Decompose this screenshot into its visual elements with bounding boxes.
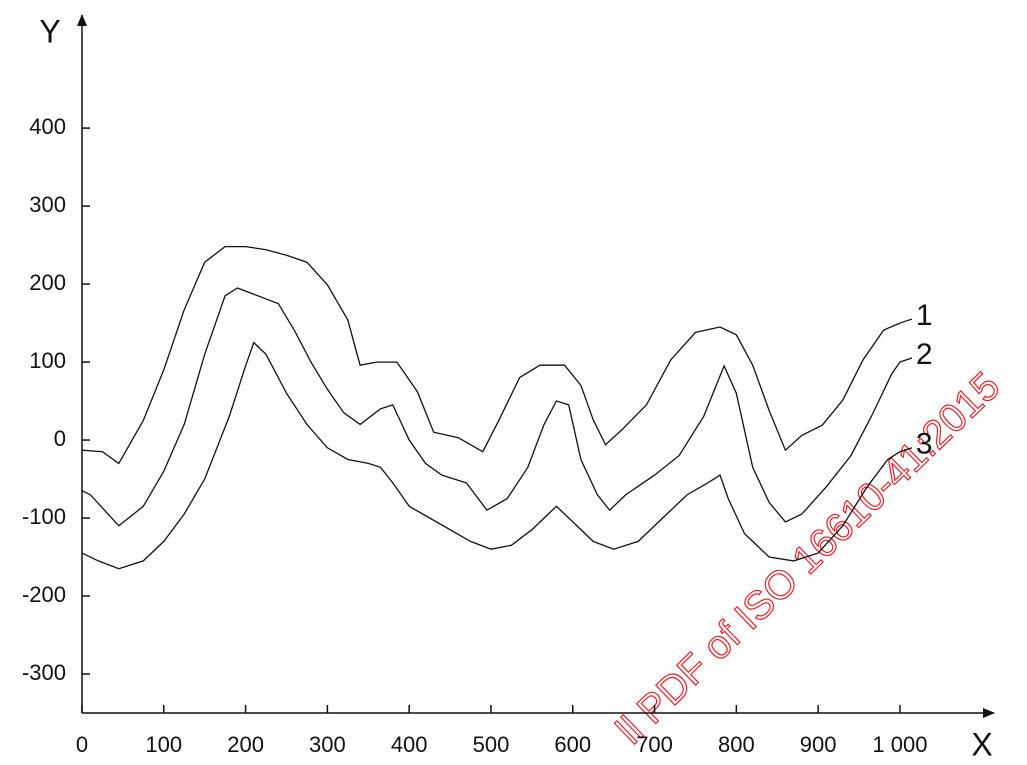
profile-line (81, 287, 901, 527)
y-tick-label: 200 (29, 270, 66, 295)
label-leader (899, 357, 913, 363)
series-label: 1 (916, 299, 933, 332)
label-leader (899, 318, 913, 324)
watermark: ll PDF of ISO 16610-41:2015 (608, 364, 1008, 752)
label-leader (899, 447, 913, 453)
x-tick-label: 200 (227, 732, 264, 757)
y-tick-label: 0 (54, 426, 66, 451)
profile-line (81, 245, 901, 465)
x-tick-label: 500 (473, 732, 510, 757)
y-tick-label: 100 (29, 348, 66, 373)
y-tick-label: 300 (29, 192, 66, 217)
profile-line (81, 341, 901, 570)
series-label: 2 (916, 338, 933, 371)
x-tick-label: 1 000 (872, 732, 927, 757)
x-tick-label: 800 (718, 732, 755, 757)
y-axis-title: Y (39, 13, 60, 49)
y-tick-label: 400 (29, 114, 66, 139)
x-tick-label: 400 (391, 732, 428, 757)
x-tick-label: 600 (554, 732, 591, 757)
x-tick-label: 900 (800, 732, 837, 757)
x-tick-label: 300 (309, 732, 346, 757)
x-tick-label: 700 (636, 732, 673, 757)
x-axis-title: X (971, 726, 992, 762)
series-label: 3 (916, 428, 933, 461)
x-tick-label: 100 (145, 732, 182, 757)
x-tick-label: 0 (76, 732, 88, 757)
y-tick-label: -300 (22, 660, 66, 685)
y-tick-label: -200 (22, 582, 66, 607)
y-tick-label: -100 (22, 504, 66, 529)
